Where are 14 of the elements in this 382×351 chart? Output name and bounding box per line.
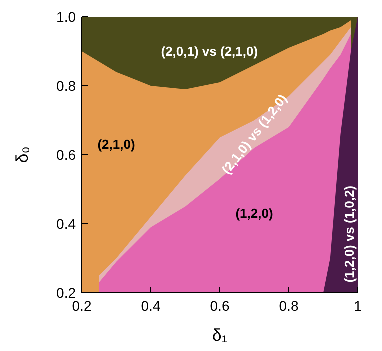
x-tick-label: 0.6	[210, 298, 230, 314]
y-tick-label: 0.6	[56, 146, 76, 163]
y-tick-label: 0.4	[56, 216, 76, 232]
annotation: (1,2,0)	[236, 206, 274, 222]
y-tick-label: 1.0	[56, 8, 76, 25]
y-tick-label: 0.8	[56, 78, 76, 94]
annotation: (2,0,1) vs (2,1,0)	[161, 44, 258, 59]
x-tick-label: 0.8	[279, 298, 299, 314]
y-axis-title: δ₀	[13, 146, 32, 164]
x-tick-label: 1	[354, 298, 362, 314]
annotation: (1,2,0) vs (1,0,2)	[342, 186, 357, 283]
annotation: (2,1,0)	[98, 137, 136, 152]
x-tick-label: 0.4	[141, 298, 161, 314]
x-axis-title: δ₁	[212, 326, 228, 345]
